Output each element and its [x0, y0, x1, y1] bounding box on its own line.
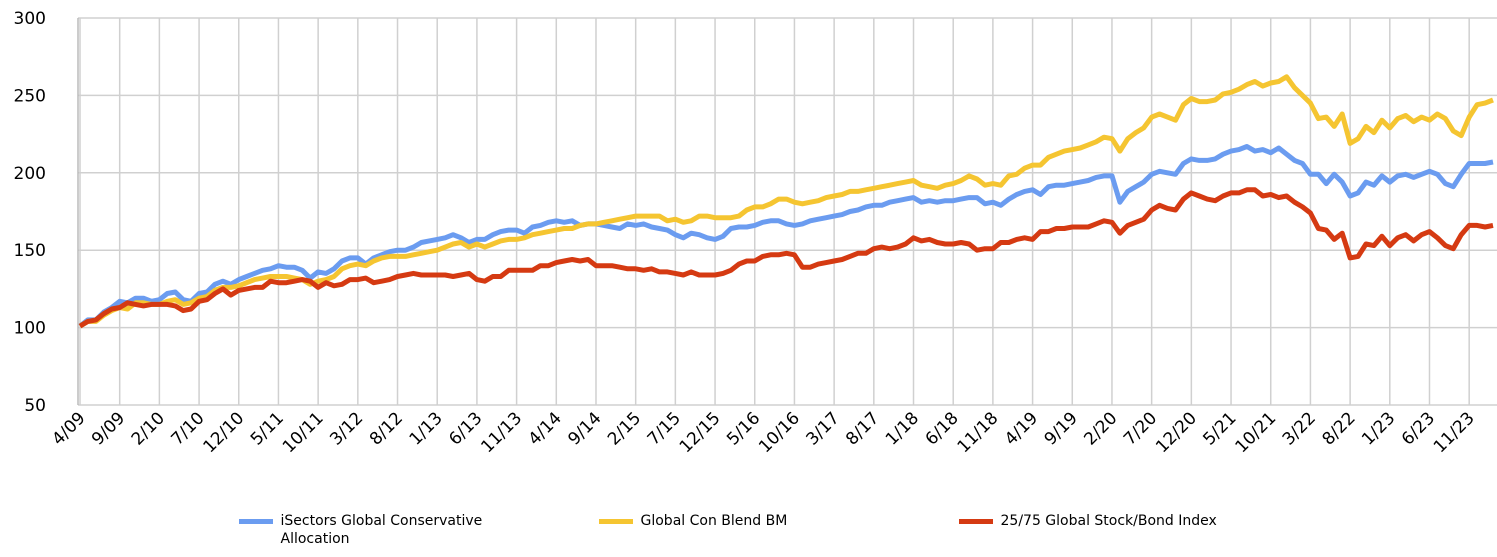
x-tick-label: 1/13 — [406, 408, 447, 449]
legend-swatch — [238, 519, 273, 524]
x-tick-label: 2/15 — [604, 408, 645, 449]
legend-item: Global Con Blend BM — [598, 512, 899, 548]
x-tick-label: 8/17 — [842, 408, 883, 449]
x-tick-label: 9/09 — [88, 408, 129, 449]
legend-swatch — [598, 519, 633, 524]
y-tick-label: 300 — [14, 9, 46, 29]
x-tick-label: 10/11 — [279, 408, 328, 457]
legend-item: 25/75 Global Stock/Bond Index — [958, 512, 1259, 548]
legend: iSectors Global Conservative Allocation G… — [0, 512, 1497, 548]
y-tick-label: 50 — [24, 396, 46, 416]
x-tick-label: 1/18 — [882, 408, 923, 449]
x-tick-label: 2/20 — [1080, 408, 1121, 449]
y-tick-label: 250 — [14, 86, 46, 106]
x-tick-label: 3/12 — [326, 408, 367, 449]
x-tick-label: 9/14 — [564, 408, 605, 449]
x-tick-label: 4/09 — [48, 408, 89, 449]
x-tick-label: 12/20 — [1152, 408, 1201, 457]
x-tick-label: 12/10 — [200, 408, 249, 457]
y-tick-label: 150 — [14, 241, 46, 261]
series-line — [78, 74, 1494, 329]
legend-item: iSectors Global Conservative Allocation — [238, 512, 539, 548]
x-tick-label: 1/23 — [1358, 408, 1399, 449]
x-tick-label: 4/14 — [525, 408, 566, 449]
x-tick-label: 3/22 — [1279, 408, 1320, 449]
legend-swatch — [958, 519, 993, 524]
x-tick-label: 12/15 — [676, 408, 725, 457]
x-tick-label: 11/13 — [477, 408, 526, 457]
series-line — [78, 144, 1494, 329]
x-tick-label: 10/16 — [755, 408, 804, 457]
legend-label: iSectors Global Conservative Allocation — [280, 513, 483, 547]
x-tick-label: 11/23 — [1430, 408, 1479, 457]
x-tick-label: 4/19 — [1001, 408, 1042, 449]
chart: 501001502002503004/099/092/107/1012/105/… — [14, 9, 1497, 457]
y-tick-label: 100 — [14, 319, 46, 339]
legend-label: Global Con Blend BM — [640, 513, 788, 529]
series-line — [78, 187, 1494, 329]
x-tick-label: 2/10 — [128, 408, 169, 449]
x-tick-label: 3/17 — [803, 408, 844, 449]
x-tick-label: 8/12 — [366, 408, 407, 449]
x-tick-label: 11/18 — [954, 408, 1003, 457]
x-tick-label: 9/19 — [1041, 408, 1082, 449]
x-tick-label: 8/22 — [1319, 408, 1360, 449]
y-tick-label: 200 — [14, 164, 46, 184]
legend-label: 25/75 Global Stock/Bond Index — [1000, 513, 1217, 529]
x-tick-label: 10/21 — [1231, 408, 1280, 457]
